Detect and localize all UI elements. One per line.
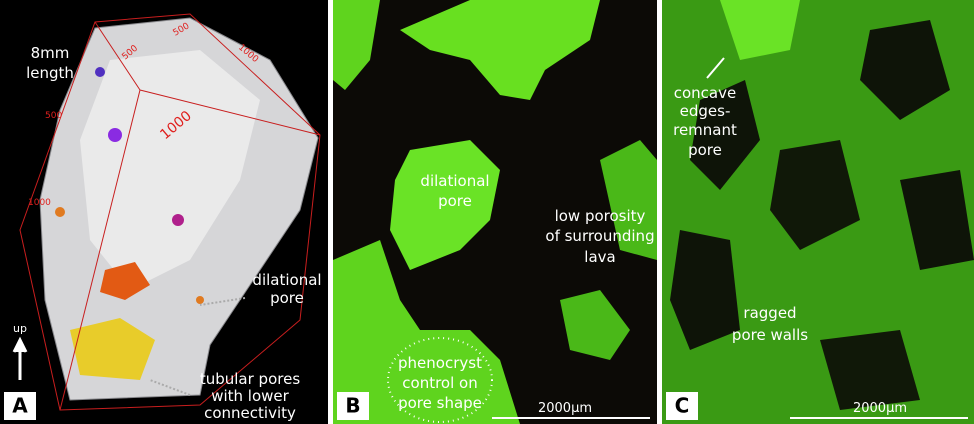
scale-bar-label: 2000μm [538, 401, 592, 416]
tubular-label: with lower [211, 387, 289, 405]
pore-spot [55, 207, 65, 217]
pore-spot [108, 128, 122, 142]
lava-label: lava [584, 248, 615, 266]
pore-spot [172, 214, 184, 226]
pore-label: dilational [420, 172, 489, 190]
length-label: 8mm [31, 44, 70, 62]
pore-label: dilational [252, 271, 321, 289]
walls-label: ragged [743, 304, 796, 322]
pore-label: pore [270, 289, 304, 307]
scale-bar-label: 2000μm [853, 401, 907, 416]
panel-c: concave edges- remnant pore ragged pore … [662, 0, 974, 424]
up-label: up [13, 322, 27, 335]
walls-label: pore walls [732, 326, 808, 344]
scale-label: 500 [45, 111, 62, 121]
concave-label: remnant [673, 121, 737, 139]
lava-label: low porosity [555, 207, 646, 225]
phenocryst-label: control on [402, 374, 477, 392]
phenocryst-label: phenocryst [398, 354, 482, 372]
length-label: length [26, 64, 74, 82]
scale-label: 1000 [28, 198, 51, 208]
concave-label: concave [674, 84, 736, 102]
panel-letter: B [345, 394, 360, 418]
tubular-label: connectivity [204, 404, 296, 422]
concave-label: edges- [680, 102, 731, 120]
panel-a: 500 1000 500 1000 500 1000 8mm length di… [0, 0, 328, 424]
panel-letter: A [12, 394, 28, 418]
panel-b: dilational pore low porosity of surround… [333, 0, 657, 424]
concave-label: pore [688, 141, 722, 159]
tubular-label: tubular pores [200, 370, 300, 388]
panel-letter: C [675, 394, 690, 418]
figure: 500 1000 500 1000 500 1000 8mm length di… [0, 0, 974, 424]
pore-spot [196, 296, 204, 304]
lava-label: of surrounding [545, 227, 654, 245]
phenocryst-label: pore shape [398, 394, 482, 412]
pore-label: pore [438, 192, 472, 210]
pore-spot [95, 67, 105, 77]
